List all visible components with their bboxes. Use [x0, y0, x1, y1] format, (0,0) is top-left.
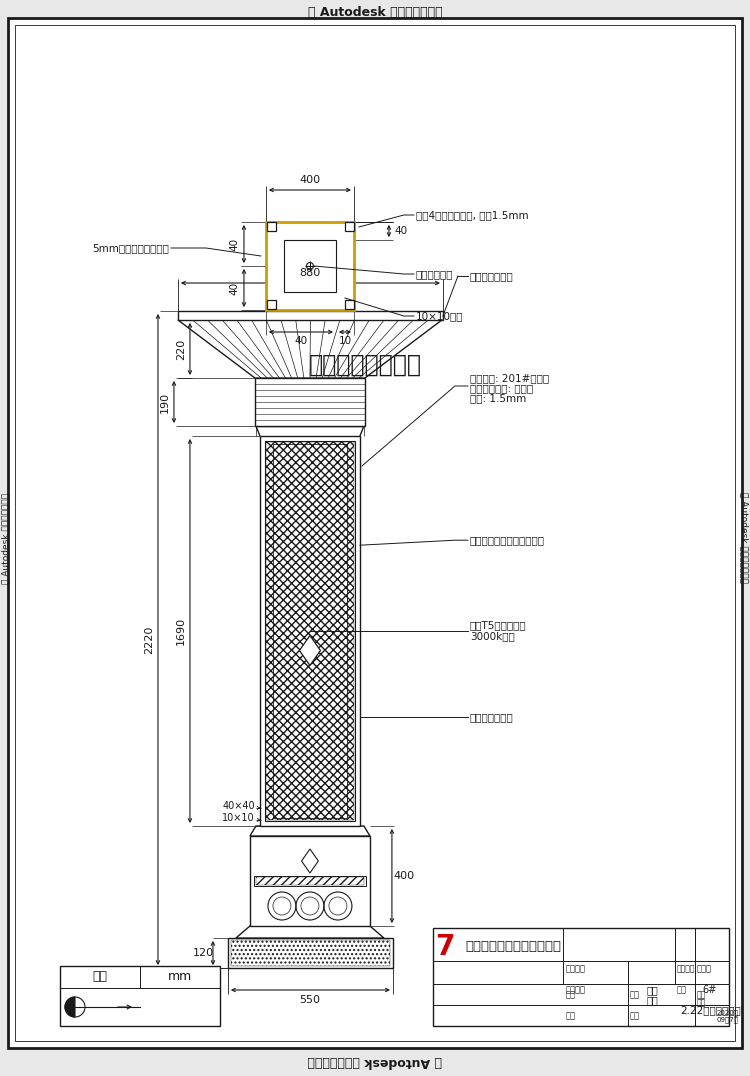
Text: 40: 40 [229, 238, 239, 251]
Text: 550: 550 [299, 995, 320, 1005]
Text: 2020年
09月7日: 2020年 09月7日 [717, 1009, 739, 1023]
Bar [250, 836, 370, 926]
Polygon shape [178, 320, 442, 378]
Text: 四周条形装饰条: 四周条形装饰条 [470, 271, 514, 281]
Bar [254, 876, 366, 886]
Polygon shape [236, 926, 384, 938]
Bar [433, 928, 729, 1027]
Bar [345, 222, 354, 231]
Text: 数量: 数量 [676, 986, 687, 994]
Bar [284, 240, 336, 292]
Text: 日期: 日期 [697, 999, 706, 1007]
Bar [260, 436, 360, 826]
Text: 120: 120 [193, 948, 214, 958]
Text: 名称: 名称 [647, 995, 658, 1005]
Text: 400: 400 [393, 870, 415, 881]
Text: 由 Autodesk 教育版产品制作: 由 Autodesk 教育版产品制作 [308, 1056, 442, 1068]
Text: 400: 400 [299, 175, 320, 185]
Bar [255, 378, 365, 426]
Text: 10: 10 [338, 336, 352, 346]
Wedge shape [65, 997, 75, 1017]
Text: 10×10方管: 10×10方管 [416, 311, 464, 321]
Text: 灯体横截面示意图: 灯体横截面示意图 [308, 353, 422, 377]
Text: 工程名称: 工程名称 [566, 986, 586, 994]
Bar [178, 311, 443, 320]
Text: 壁厚: 1.5mm: 壁厚: 1.5mm [470, 393, 526, 404]
Text: 业务: 业务 [630, 991, 640, 1000]
Text: 7: 7 [435, 933, 454, 961]
Text: 仿云石透光灯罩: 仿云石透光灯罩 [470, 712, 514, 722]
Bar [60, 966, 220, 1027]
Text: 内配T5一体化灯管: 内配T5一体化灯管 [470, 620, 526, 631]
Text: 5mm厚仿云石透光灯罩: 5mm厚仿云石透光灯罩 [92, 243, 169, 253]
Bar [266, 222, 354, 310]
Text: 2.22米方柱景观灯: 2.22米方柱景观灯 [680, 1005, 741, 1015]
Text: 2220: 2220 [144, 625, 154, 654]
Bar [265, 441, 355, 821]
Text: 40: 40 [394, 226, 407, 236]
Bar [266, 442, 354, 820]
Text: 花纹图案采用激光剪花工艺: 花纹图案采用激光剪花工艺 [470, 535, 545, 546]
Polygon shape [299, 636, 320, 665]
Text: 图纸: 图纸 [697, 991, 706, 1000]
Text: 设计阶段: 设计阶段 [676, 964, 695, 974]
Text: 灯体表面颜色: 深灰沙: 灯体表面颜色: 深灰沙 [470, 383, 533, 393]
Text: 灯体4角不锈錢立柱, 壁厚1.5mm: 灯体4角不锈錢立柱, 壁厚1.5mm [416, 210, 529, 220]
Text: 190: 190 [160, 392, 170, 412]
Text: 内置光源支架: 内置光源支架 [416, 269, 454, 279]
Text: 东莞七度
照明: 东莞七度 照明 [217, 468, 442, 684]
Bar [228, 938, 393, 968]
Text: 施工图: 施工图 [697, 964, 712, 974]
Bar [345, 300, 354, 309]
Text: 客户: 客户 [566, 991, 576, 1000]
Text: 客户名称: 客户名称 [566, 964, 586, 974]
Bar [256, 877, 364, 884]
Text: 3000k暖光: 3000k暖光 [470, 631, 514, 641]
Text: 单位: 单位 [92, 971, 107, 983]
Text: 40: 40 [295, 336, 307, 346]
Text: 由 Autodesk 教育版产品制作: 由 Autodesk 教育版产品制作 [2, 493, 10, 583]
Text: 由 Autodesk 教育版产品制作: 由 Autodesk 教育版产品制作 [308, 6, 442, 19]
Text: 由 Autodesk 教育版产品制作: 由 Autodesk 教育版产品制作 [740, 493, 748, 583]
Text: 设计: 设计 [566, 1011, 576, 1020]
Bar [267, 222, 276, 231]
Polygon shape [250, 826, 370, 836]
Text: 1690: 1690 [176, 617, 186, 646]
Text: mm: mm [168, 971, 192, 983]
Bar [231, 940, 390, 966]
Text: 880: 880 [299, 268, 320, 278]
Text: 40: 40 [229, 282, 239, 295]
Text: 东菞七度照明科技有限公司: 东菞七度照明科技有限公司 [465, 940, 561, 953]
Bar [273, 444, 347, 818]
Bar [267, 300, 276, 309]
Text: 220: 220 [176, 338, 186, 359]
Text: 10×10: 10×10 [222, 813, 255, 823]
Text: 图纸: 图纸 [647, 985, 658, 995]
Text: 灯体材质: 201#不锈錢: 灯体材质: 201#不锈錢 [470, 373, 549, 383]
Text: 40×40: 40×40 [222, 801, 255, 811]
Text: 6#: 6# [703, 985, 717, 995]
Text: 7: 7 [105, 527, 295, 765]
Text: 审定: 审定 [630, 1011, 640, 1020]
